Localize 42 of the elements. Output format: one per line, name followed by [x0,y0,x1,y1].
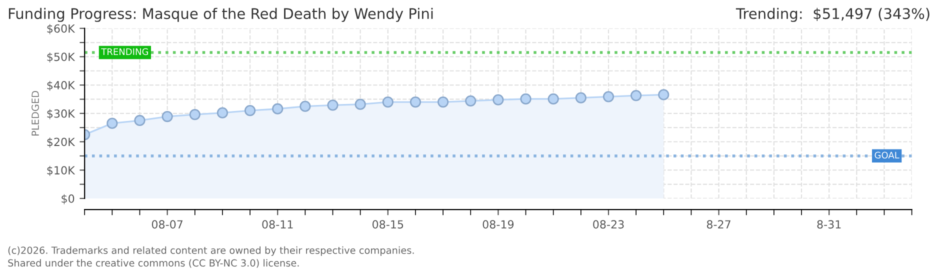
y-tick-label: $20K [47,138,76,148]
chart-title: Funding Progress: Masque of the Red Death by Wendy Pini [8,8,433,22]
text: Shared under the creative commons (CC BY-NC 3.0) license. [8,259,299,268]
point [520,93,532,104]
point [382,96,394,108]
point [272,103,284,114]
point [189,108,200,120]
y-tick-label: $40K [47,80,76,91]
x-tick-label: 08-23 [593,220,624,229]
point [548,93,559,104]
point [300,100,311,112]
point [410,96,422,108]
point [492,94,504,106]
point [244,105,256,116]
point [327,100,338,111]
y-tick-label: $60K [47,24,76,34]
y-tick-label: $30K [47,109,76,120]
x-tick-label: 08-11 [262,220,293,229]
point [658,89,670,100]
y-axis-title: PLEDGED [32,90,39,136]
text: (c)2026. Trademarks and related content are owned by their respective companies. [8,246,414,256]
y-tick-label: $10K [47,166,76,176]
y-tick-label: $0 [62,194,74,204]
ref-line-label: GOAL [874,152,900,159]
point [134,114,146,126]
point [575,92,586,104]
point [216,107,228,118]
y-tick-label: $50K [47,52,76,63]
point [106,118,118,129]
point [630,90,642,102]
x-tick-label: 8-27 [706,220,730,229]
x-tick-label: 8-31 [817,220,841,229]
point [354,98,366,110]
x-tick-label: 08-15 [372,220,404,229]
x-tick-label: 08-19 [482,220,514,229]
chart-subtitle: Trending: $51,497 (343%) [736,8,930,22]
point [162,110,173,122]
point [602,91,614,102]
x-tick-label: 08-07 [152,220,183,229]
point [437,96,449,108]
ref-line-label: TRENDING [101,48,148,56]
point [465,95,476,106]
